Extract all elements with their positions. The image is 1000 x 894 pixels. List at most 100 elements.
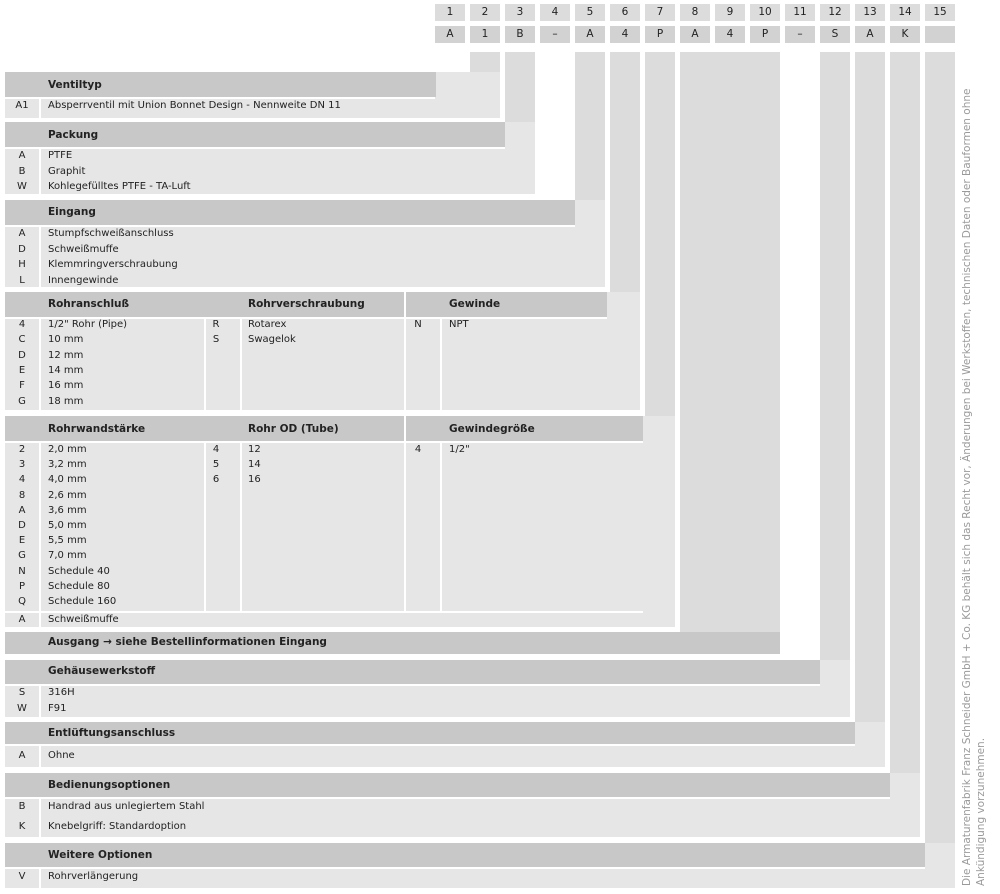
rohr-od-row-code: 5 <box>212 459 220 471</box>
rohrwand-row-code: Q <box>18 596 26 607</box>
eingang-row-code: L <box>19 274 25 286</box>
rohrwand-panel <box>5 416 675 627</box>
gewinde-title: Gewinde <box>449 298 501 310</box>
rohranschluss-row-text: 12 mm <box>48 349 84 361</box>
rohranschluss-row-code: E <box>18 364 26 376</box>
gehaeuse-title: Gehäusewerkstoff <box>48 665 156 677</box>
rohrwand-row-text: Schedule 160 <box>48 596 117 607</box>
position-number-10: 10 <box>750 4 780 21</box>
eingang-row-text: Stumpfschweißanschluss <box>48 228 174 239</box>
connector-strip-8-10 <box>680 52 780 632</box>
gehaeuse-row-code: S <box>18 687 26 698</box>
ausgang-title: Ausgang → siehe Bestellinformationen Ein… <box>48 636 327 648</box>
weitere-header <box>5 843 925 867</box>
rohrwand-row-text: 4,0 mm <box>48 474 87 486</box>
position-number-9: 9 <box>715 4 745 21</box>
rohrwand-row-code: 2 <box>18 444 26 455</box>
rohrwand-row-text: 2,0 mm <box>48 444 87 455</box>
code-value-11: – <box>785 26 815 43</box>
position-number-2: 2 <box>470 4 500 21</box>
ventiltyp-header <box>5 72 436 97</box>
packung-row-text: PTFE <box>48 150 73 161</box>
rohrwand-row-text: Schedule 40 <box>48 565 110 577</box>
gewindegroesse-row-code: 4 <box>414 444 422 455</box>
rohranschluss-title: Rohranschluß <box>48 298 130 310</box>
schweissmuffe-text: Schweißmuffe <box>48 614 119 625</box>
eingang-row-code: H <box>18 259 26 270</box>
rohrwand-row-text: 3,2 mm <box>48 459 87 471</box>
rohranschluss-row-code: 4 <box>18 319 26 330</box>
rohranschluss-row-code: C <box>18 334 26 346</box>
connector-strip-14 <box>890 52 920 837</box>
schweissmuffe-code: A <box>18 614 26 625</box>
position-number-7: 7 <box>645 4 675 21</box>
rohrverschraubung-row-text: Rotarex <box>248 319 287 330</box>
eingang-row-text: Schweißmuffe <box>48 243 119 255</box>
connector-strip-12 <box>820 52 850 717</box>
gehaeuse-row-code: W <box>17 702 27 714</box>
ventiltyp-code: A1 <box>15 100 29 111</box>
rohrwand-header <box>5 416 643 441</box>
rohrverschraubung-row-code: S <box>212 333 220 345</box>
eingang-row-text: Klemmringverschraubung <box>48 259 178 270</box>
rohrwand-row-text: 3,6 mm <box>48 504 87 516</box>
gewinde-row-text: NPT <box>449 319 469 330</box>
gehaeuse-header <box>5 660 820 684</box>
bedienung-title: Bedienungsoptionen <box>48 779 171 791</box>
packung-row-code: W <box>17 181 27 192</box>
rohrwand-row-text: 5,5 mm <box>48 535 87 547</box>
gehaeuse-row-text: 316H <box>48 687 75 698</box>
code-value-13: A <box>855 26 885 43</box>
position-number-15: 15 <box>925 4 955 21</box>
entlueftung-row-text: Ohne <box>48 750 75 761</box>
code-value-14: K <box>890 26 920 43</box>
rohrwand-row-code: N <box>18 565 26 577</box>
eingang-row-text: Innengewinde <box>48 274 119 286</box>
bedienung-header <box>5 773 890 797</box>
position-number-4: 4 <box>540 4 570 21</box>
gewindegroesse-row-text: 1/2" <box>449 444 470 455</box>
code-value-8: A <box>680 26 710 43</box>
position-number-13: 13 <box>855 4 885 21</box>
rohr-od-row-code: 6 <box>212 474 220 486</box>
code-value-4: – <box>540 26 570 43</box>
weitere-title: Weitere Optionen <box>48 849 153 861</box>
rohrwand-row-text: Schedule 80 <box>48 580 110 592</box>
bedienung-row-text: Knebelgriff: Standardoption <box>48 821 187 832</box>
ventiltyp-text: Absperrventil mit Union Bonnet Design - … <box>48 100 341 111</box>
rohrwand-row-code: G <box>18 550 26 562</box>
rohrverschraubung-row-text: Swagelok <box>248 333 296 345</box>
gewindegroesse-title: Gewindegröße <box>449 423 535 435</box>
rohranschluss-row-code: G <box>18 395 26 407</box>
code-value-15 <box>925 26 955 43</box>
position-number-8: 8 <box>680 4 710 21</box>
entlueftung-row-code: A <box>18 750 26 761</box>
code-value-2: 1 <box>470 26 500 43</box>
packung-row-code: A <box>18 150 26 161</box>
rohrwand-row-code: 8 <box>18 489 26 501</box>
rohranschluss-row-code: F <box>19 380 25 392</box>
rohranschluss-row-text: 18 mm <box>48 395 84 407</box>
rohranschluss-header <box>5 292 607 317</box>
packung-row-code: B <box>18 165 26 177</box>
rohrwand-row-code: E <box>18 535 26 547</box>
gewinde-row-code: N <box>414 319 422 330</box>
rohr-od-row-text: 16 <box>248 474 261 486</box>
rohranschluss-row-text: 16 mm <box>48 380 84 392</box>
packung-row-text: Kohlegefülltes PTFE - TA-Luft <box>48 181 191 192</box>
entlueftung-title: Entlüftungsanschluss <box>48 727 176 739</box>
rohrwand-row-text: 5,0 mm <box>48 520 87 531</box>
rohrwand-row-code: D <box>18 520 26 531</box>
connector-strip-13 <box>855 52 885 767</box>
rohrwand-row-text: 2,6 mm <box>48 489 87 501</box>
weitere-row-text: Rohrverlängerung <box>48 871 139 882</box>
rohrwand-row-code: P <box>18 580 26 592</box>
eingang-row-code: D <box>18 243 26 255</box>
side-note: Die Armaturenfabrik Franz Schneider GmbH… <box>961 88 987 886</box>
rohranschluss-row-text: 14 mm <box>48 364 84 376</box>
code-value-7: P <box>645 26 675 43</box>
code-value-10: P <box>750 26 780 43</box>
eingang-title: Eingang <box>48 206 96 218</box>
connector-strip-15 <box>925 52 955 888</box>
